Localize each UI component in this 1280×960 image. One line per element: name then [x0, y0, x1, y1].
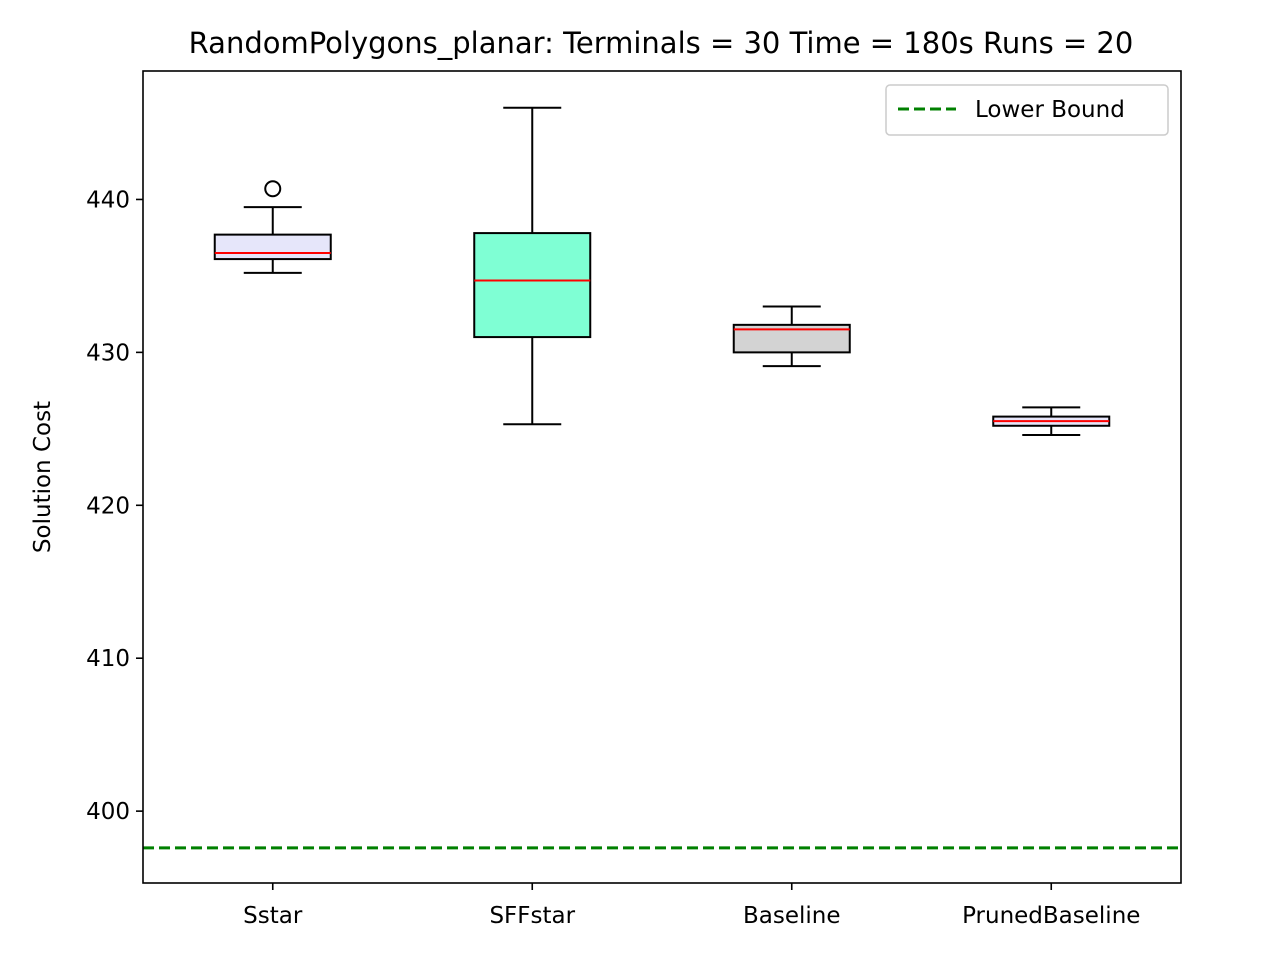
legend-lower-bound-label: Lower Bound [975, 97, 1125, 123]
plot-area: 400 410 420 430 440 Sstar SFFstar Baseline Prune… [86, 106, 1181, 929]
y-tick-label: 410 [86, 646, 130, 672]
box-sffstar [473, 232, 592, 339]
box-sstar [213, 233, 332, 261]
axes-frame [142, 70, 1182, 884]
legend-box [885, 84, 1169, 136]
legend: Lower Bound [885, 84, 1169, 136]
chart-title: RandomPolygons_planar: Terminals = 30 Ti… [189, 26, 1134, 60]
y-axis-label: Solution Cost [30, 401, 56, 553]
x-tick-label: PrunedBaseline [962, 903, 1140, 929]
x-tick-label: SFFstar [489, 903, 575, 929]
y-tick-label: 400 [86, 799, 130, 825]
outlier-point [264, 180, 282, 198]
x-tick-label: Sstar [243, 903, 303, 929]
y-tick-label: 430 [86, 340, 130, 366]
y-tick-label: 420 [86, 493, 130, 519]
y-tick-label: 440 [86, 187, 130, 213]
x-tick-label: Baseline [743, 903, 841, 929]
